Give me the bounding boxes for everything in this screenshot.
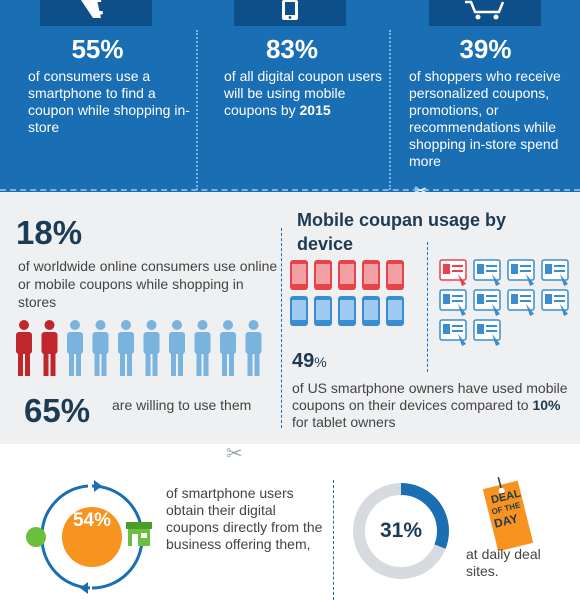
scissors-icon: ✂ [226, 443, 243, 465]
progress-ring-31 [353, 483, 449, 579]
device-usage-title: Mobile coupan usage by device [297, 210, 507, 254]
device-icons [290, 259, 569, 346]
smartphone-icon [362, 260, 380, 290]
coupon-tablet-icon [473, 289, 501, 316]
smartphone-icon [338, 260, 356, 290]
stat-31-percent: 31% [379, 519, 423, 542]
person-icon [67, 320, 83, 376]
smartphone-icon [386, 296, 404, 326]
stat-percent: 55% [71, 34, 124, 64]
stat-65-text: are willing to use them [112, 397, 252, 413]
coupon-tablet-icon [507, 289, 535, 316]
stat-18-percent: 18% [16, 214, 83, 251]
person-icon [194, 320, 211, 376]
person-icon [220, 320, 236, 376]
stat-card-55: 55% of consumers use a smartphone to fin… [0, 0, 195, 192]
person-icon [41, 320, 58, 376]
divider [196, 30, 198, 190]
coupon-tablet-icon [439, 319, 467, 346]
stat-text: of shoppers who receive personalized cou… [409, 68, 561, 169]
stat-31-text: at daily deal sites. [466, 546, 541, 579]
mid-stats-band: 18% of worldwide online consumers use on… [0, 192, 580, 444]
stat-card-39: 39% of shoppers who receive personalized… [391, 0, 580, 192]
person-icon [169, 320, 185, 376]
divider [427, 242, 428, 372]
smartphone-icon [314, 296, 332, 326]
bottom-stats: 54% of smartphone users obtain their dig… [0, 444, 580, 600]
stat-49-percent: 49% [292, 350, 327, 372]
stat-text: of all digital coupon users will be usin… [224, 68, 382, 118]
person-icon [16, 320, 32, 376]
people-icons [16, 320, 262, 376]
store-icon [126, 522, 152, 546]
stat-54-text: of smartphone users obtain their digital… [166, 485, 323, 552]
coupon-tablet-icon [473, 259, 501, 286]
smartphone-icon [314, 260, 332, 290]
stat-percent: 83% [265, 34, 319, 64]
coupon-tablet-icon [541, 289, 569, 316]
coupon-cycle-graphic [26, 480, 152, 594]
deal-tag-icon [482, 477, 534, 552]
shopping-cart-icon [429, 0, 541, 26]
person-icon [92, 320, 109, 376]
stat-card-83: 83% of all digital coupon users will be … [198, 0, 388, 192]
coupon-tablet-icon [473, 319, 501, 346]
stat-49-text: of US smartphone owners have used mobile… [292, 380, 568, 430]
person-icon [143, 320, 160, 376]
coupon-tablet-icon [541, 259, 569, 286]
stat-percent: 39% [459, 34, 512, 64]
coupon-tablet-icon [507, 259, 535, 286]
stat-text: of consumers use a smartphone to find a … [28, 68, 190, 135]
hand-phone-icon [40, 0, 152, 26]
top-stats-band: 55% of consumers use a smartphone to fin… [0, 0, 580, 200]
smartphone-icon [386, 260, 404, 290]
stat-65-percent: 65% [24, 392, 91, 429]
person-icon [118, 320, 134, 376]
coupon-tablet-icon [439, 289, 467, 316]
cut-line [0, 189, 580, 191]
smartphone-icon [362, 296, 380, 326]
person-icon [245, 320, 262, 376]
smartphone-icon [290, 260, 308, 290]
divider [281, 228, 282, 428]
smartphone-icon [338, 296, 356, 326]
tablet-icon [234, 0, 346, 26]
smartphone-icon [290, 296, 308, 326]
divider [389, 30, 391, 190]
divider [333, 480, 334, 600]
coupon-tablet-icon [439, 259, 467, 286]
stat-18-text: of worldwide online consumers use online… [18, 258, 278, 310]
stat-54-percent: 54% [72, 510, 112, 531]
